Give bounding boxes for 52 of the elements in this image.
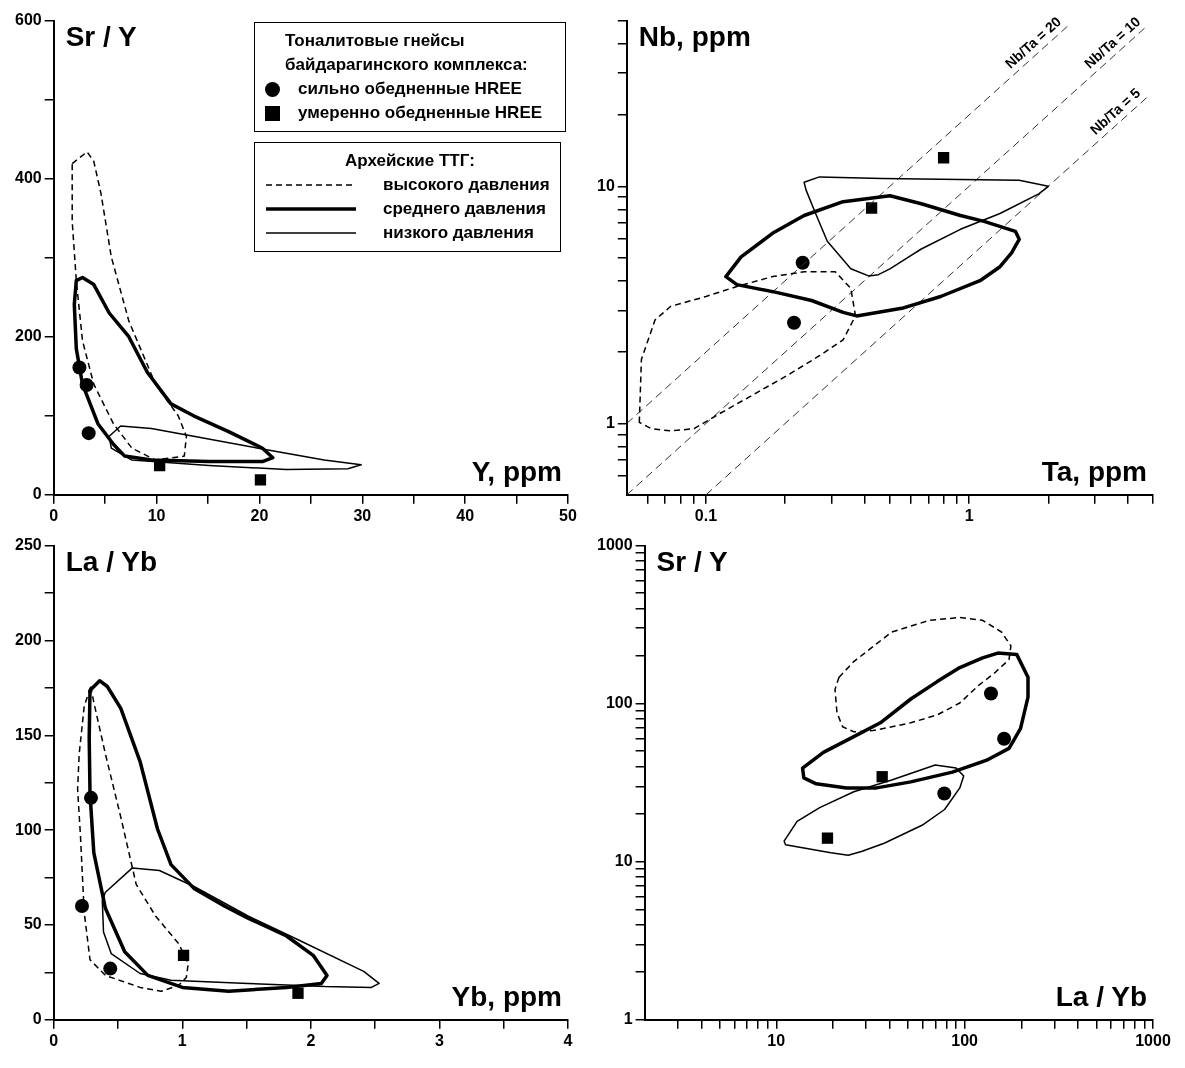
point [292,987,304,999]
legend-title: Тоналитовые гнейсы байдарагинского комплекса: [284,30,529,76]
legend-label: умеренно обедненные HREE [298,102,543,124]
x-tick-label: 3 [434,1031,444,1049]
x-tick-label: 10 [767,1031,786,1049]
y-axis-title: Sr / Y [65,21,138,53]
x-axis-title: Yb, ppm [451,980,562,1012]
annotation: высокого давления [383,174,550,196]
y-tick-label: 1 [623,1010,633,1028]
x-tick-label: 1 [177,1031,187,1049]
x-tick-label: 30 [353,506,372,524]
x-tick-label: 1 [964,506,974,524]
y-tick-label: 1000 [597,536,633,554]
y-tick-label: 50 [23,915,42,933]
x-tick-label: 50 [559,506,577,524]
y-tick-label: 200 [14,630,42,648]
point [74,898,89,913]
x-tick-label: 0 [49,1031,59,1049]
y-axis-title: La / Yb [65,546,157,578]
annotation: среднего давления [383,198,546,220]
y-tick-label: 100 [14,820,42,838]
x-tick-label: 40 [456,506,475,524]
annotation: низкого давления [383,222,534,244]
x-tick-label: 0.1 [694,506,718,524]
point [254,474,267,486]
x-tick-label: 20 [250,506,269,524]
y-tick-label: 1 [605,413,615,431]
y-axis-title: Nb, ppm [638,21,751,53]
y-tick-label: 600 [14,11,42,29]
legend-label: сильно обедненные HREE [298,78,522,100]
y-tick-label: 0 [32,1010,42,1028]
x-axis-title: Y, ppm [471,455,562,487]
y-tick-label: 400 [14,169,42,187]
y-axis-title: Sr / Y [656,546,728,578]
y-tick-label: 250 [14,536,42,554]
point [81,426,96,441]
y-tick-label: 200 [14,327,42,345]
annotation: Архейские ТТГ: [344,150,476,172]
y-tick-label: 0 [32,485,42,503]
x-tick-label: 1000 [1135,1031,1171,1049]
x-tick-label: 0 [49,506,59,524]
point [103,961,118,976]
x-tick-label: 4 [563,1031,573,1049]
x-tick-label: 2 [306,1031,316,1049]
y-tick-label: 100 [605,694,633,712]
x-tick-label: 10 [147,506,166,524]
y-tick-label: 10 [614,852,633,870]
x-axis-title: La / Yb [1055,980,1147,1012]
y-tick-label: 10 [597,176,615,194]
x-axis-title: Ta, ppm [1041,455,1147,487]
y-tick-label: 150 [14,725,42,743]
x-tick-label: 100 [951,1031,979,1049]
